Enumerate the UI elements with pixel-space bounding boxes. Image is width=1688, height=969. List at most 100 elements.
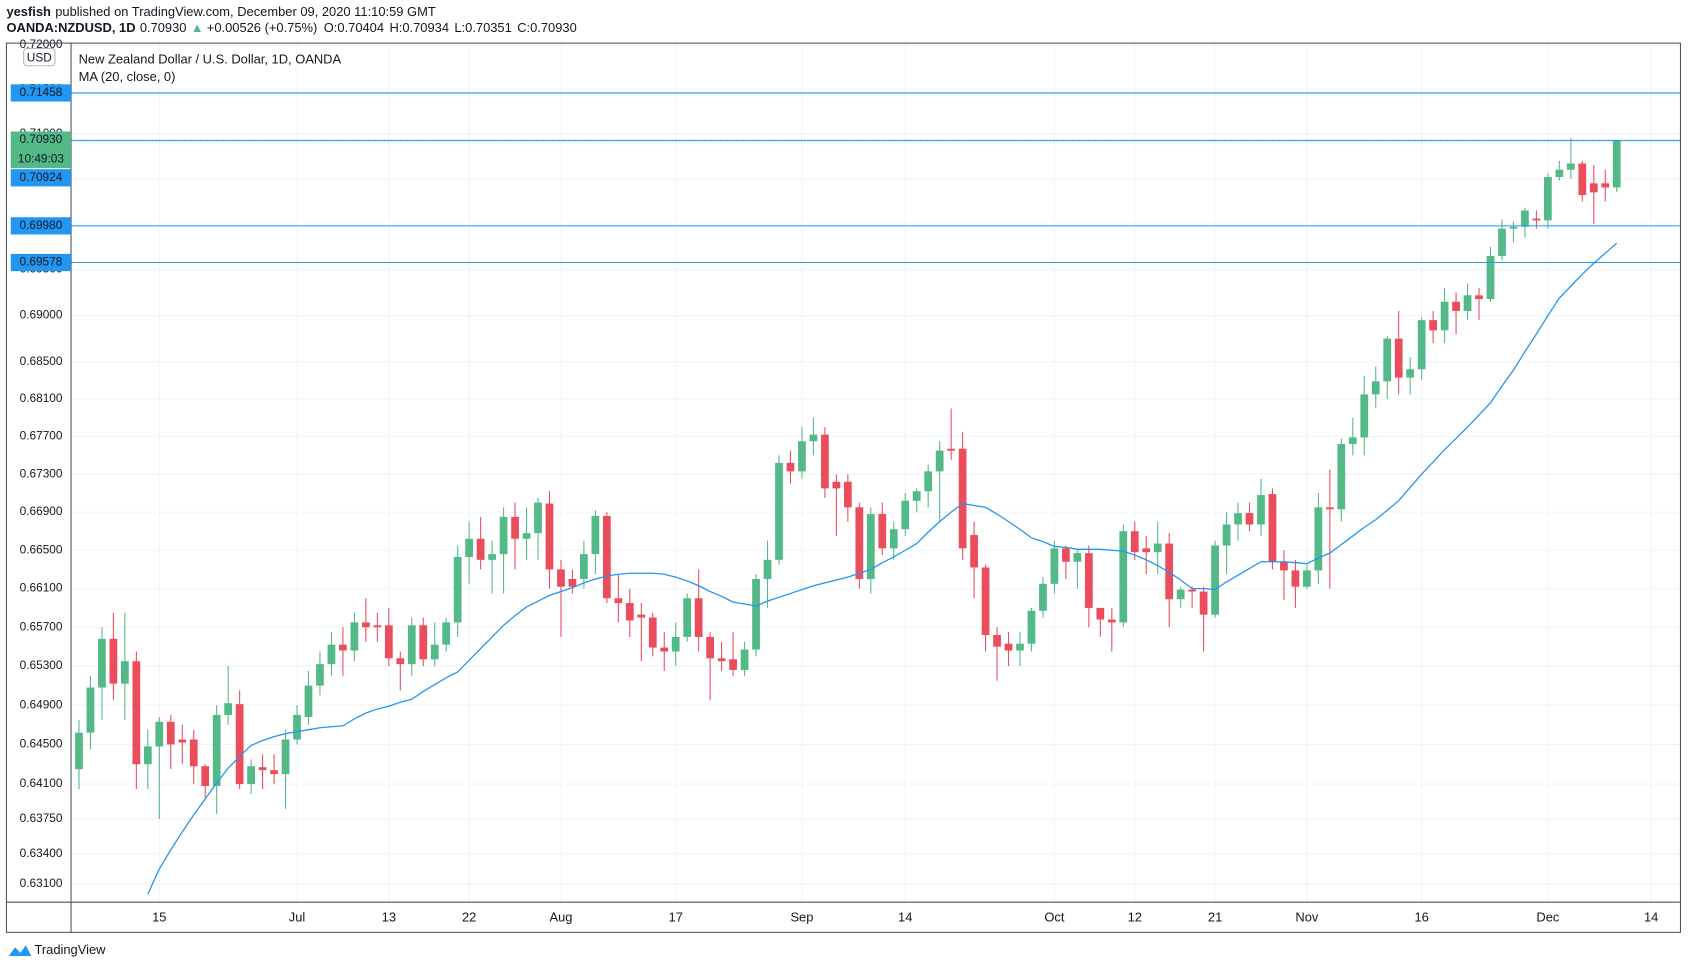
candle-body (143, 746, 152, 765)
candle-body (1016, 643, 1024, 651)
candle-body (1475, 295, 1483, 299)
candle-body (350, 622, 359, 651)
candle-body (1176, 589, 1185, 600)
candle-body (855, 507, 864, 580)
candle-body (98, 638, 106, 688)
candle-body (1544, 176, 1552, 221)
candle-body (155, 721, 164, 747)
candle-body (648, 617, 657, 648)
candle-body (1314, 507, 1323, 571)
symbol: OANDA:NZDUSD, 1D (6, 21, 135, 36)
candle-body (729, 659, 737, 670)
candle-body (1566, 163, 1575, 170)
x-tick-label: 15 (152, 910, 166, 925)
candle-body (1119, 531, 1128, 623)
candle-body (614, 598, 623, 604)
candle-body (591, 515, 600, 555)
candle-body (1199, 591, 1208, 615)
candle-body (1142, 548, 1151, 553)
x-tick-label: 14 (1644, 910, 1658, 925)
candle-body (121, 661, 129, 684)
y-tick-label: 0.64500 (20, 737, 63, 751)
candle-body (1004, 643, 1013, 651)
indicator-name: MA (20, close, 0) (79, 69, 176, 84)
candle-body (201, 766, 210, 787)
x-tick-label: 16 (1414, 910, 1428, 925)
candle-body (419, 625, 428, 660)
candle-body (1188, 589, 1197, 592)
open: O:0.70404 (324, 21, 384, 36)
y-tick-label: 0.63400 (20, 846, 63, 860)
candle-body (832, 481, 841, 489)
candle-body (752, 579, 760, 650)
candle-body (178, 739, 187, 743)
y-tick-label: 0.69000 (20, 308, 63, 322)
candle-body (706, 636, 715, 659)
countdown: 10:49:03 (18, 152, 64, 166)
candle-body (843, 481, 852, 508)
candle-body (212, 714, 221, 787)
candle-body (786, 462, 795, 472)
x-tick-label: Dec (1536, 910, 1559, 925)
chart-title: New Zealand Dollar / U.S. Dollar, 1D, OA… (79, 52, 342, 67)
frame (5, 42, 1682, 933)
candle-body (866, 514, 875, 580)
high: H:0.70934 (389, 21, 449, 36)
footer: TradingView (8, 942, 106, 957)
candle-body (935, 450, 944, 472)
candle-body (958, 448, 967, 549)
x-tick-label: 12 (1128, 910, 1142, 925)
candle-body (1337, 444, 1346, 510)
price-labels: 0.71458 0.70924 0.69980 0.69578 0.70930 10:49… (10, 84, 72, 272)
candle-body (1440, 301, 1449, 331)
last-price: 0.70930 (140, 21, 187, 36)
candle-body (671, 636, 680, 652)
candle-body (625, 603, 634, 621)
candle-body (465, 538, 474, 557)
candle-body (901, 500, 910, 530)
candle-body (339, 644, 347, 651)
candle-body (557, 569, 565, 587)
candle-body (1027, 610, 1036, 644)
candle-body (361, 622, 370, 628)
y-tick-label: 0.64900 (20, 697, 63, 711)
candle-body (1417, 320, 1426, 370)
y-tick-label: 0.65300 (20, 658, 63, 672)
candle-body (580, 554, 588, 580)
candle-body (132, 661, 141, 765)
candle-body (270, 770, 278, 775)
candle-body (1383, 338, 1392, 382)
plot-area (71, 92, 1681, 895)
candle-body (1268, 494, 1277, 562)
candle-body (235, 704, 244, 785)
candle-body (75, 732, 83, 770)
candle-body (1601, 183, 1610, 188)
candle-body (1463, 295, 1472, 311)
candle-body (1303, 570, 1311, 587)
candle-body (1498, 228, 1506, 256)
candle-body (488, 554, 496, 560)
x-tick-label: Jul (289, 910, 306, 925)
header-line-1: yesfish published on TradingView.com, Dec… (6, 4, 435, 19)
price-line-label-box (10, 253, 72, 272)
candle-body (1589, 183, 1598, 193)
y-tick-label: 0.66900 (20, 504, 63, 518)
candle-body (1371, 381, 1380, 395)
candle-body (1452, 301, 1460, 311)
grid (71, 43, 1681, 903)
publisher: yesfish (6, 4, 51, 19)
close: C:0.70930 (517, 21, 577, 36)
candle-body (694, 598, 703, 637)
candle-body (247, 766, 255, 785)
x-tick-label: 13 (382, 910, 396, 925)
x-tick-label: 21 (1208, 910, 1222, 925)
header-line-2: OANDA:NZDUSD, 1D 0.70930 ▲ +0.00526 (+0.75%… (6, 21, 576, 36)
candle-body (1291, 570, 1300, 587)
candle-body (993, 634, 1001, 647)
candle-body (109, 638, 118, 684)
candle-body (1348, 437, 1357, 445)
candle-body (499, 516, 508, 555)
candle-body (740, 649, 749, 670)
candle-body (821, 434, 829, 489)
candle-body (775, 462, 783, 560)
